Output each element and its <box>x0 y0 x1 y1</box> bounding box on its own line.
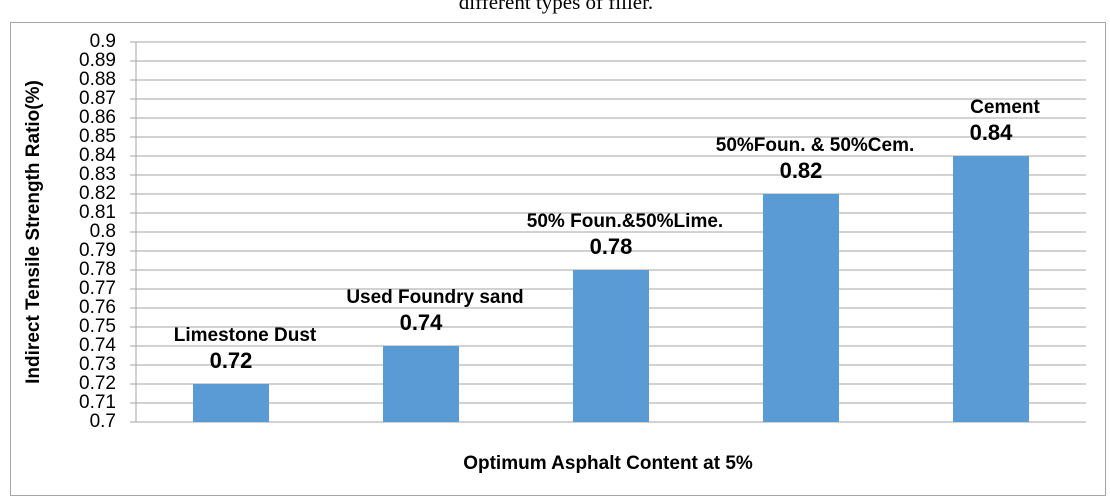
category-label: 50% Foun.&50%Lime. <box>527 211 723 232</box>
y-tick-label: 0.72 <box>79 373 116 394</box>
y-tick-label: 0.73 <box>79 354 116 375</box>
y-tick-label: 0.85 <box>79 126 116 147</box>
data-label: 0.72 <box>210 348 253 373</box>
y-tick-label: 0.84 <box>79 145 116 166</box>
bar <box>193 384 269 422</box>
y-tick-label: 0.76 <box>79 297 116 318</box>
data-label: 0.78 <box>590 234 633 259</box>
bar <box>573 270 649 422</box>
y-tick-label: 0.74 <box>79 335 116 356</box>
category-label: Used Foundry sand <box>346 287 523 308</box>
y-tick-label: 0.89 <box>79 50 116 71</box>
y-tick-label: 0.83 <box>79 164 116 185</box>
y-tick-label: 0.71 <box>79 392 116 413</box>
bar <box>763 194 839 422</box>
category-label: 50%Foun. & 50%Cem. <box>716 135 915 156</box>
bar <box>383 346 459 422</box>
y-tick-label: 0.79 <box>79 240 116 261</box>
y-tick-label: 0.8 <box>90 221 116 242</box>
y-tick-label: 0.86 <box>79 107 116 128</box>
category-label: Limestone Dust <box>174 325 317 346</box>
y-tick-label: 0.7 <box>90 411 116 432</box>
category-label: Cement <box>970 97 1040 118</box>
data-label: 0.74 <box>400 310 444 335</box>
bar <box>953 156 1029 422</box>
y-tick-label: 0.87 <box>79 88 116 109</box>
y-tick-label: 0.78 <box>79 259 116 280</box>
y-tick-label: 0.75 <box>79 316 116 337</box>
y-tick-label: 0.82 <box>79 183 116 204</box>
y-tick-label: 0.81 <box>79 202 116 223</box>
chart-title: different types of filler. <box>459 0 653 14</box>
chart-border <box>10 22 1106 496</box>
data-label: 0.84 <box>970 120 1014 145</box>
y-axis-label: Indirect Tensile Strength Ratio(%) <box>23 80 44 384</box>
y-tick-label: 0.88 <box>79 69 116 90</box>
data-label: 0.82 <box>780 158 823 183</box>
y-tick-label: 0.9 <box>90 31 116 52</box>
x-axis-label: Optimum Asphalt Content at 5% <box>463 453 753 474</box>
y-tick-label: 0.77 <box>79 278 116 299</box>
